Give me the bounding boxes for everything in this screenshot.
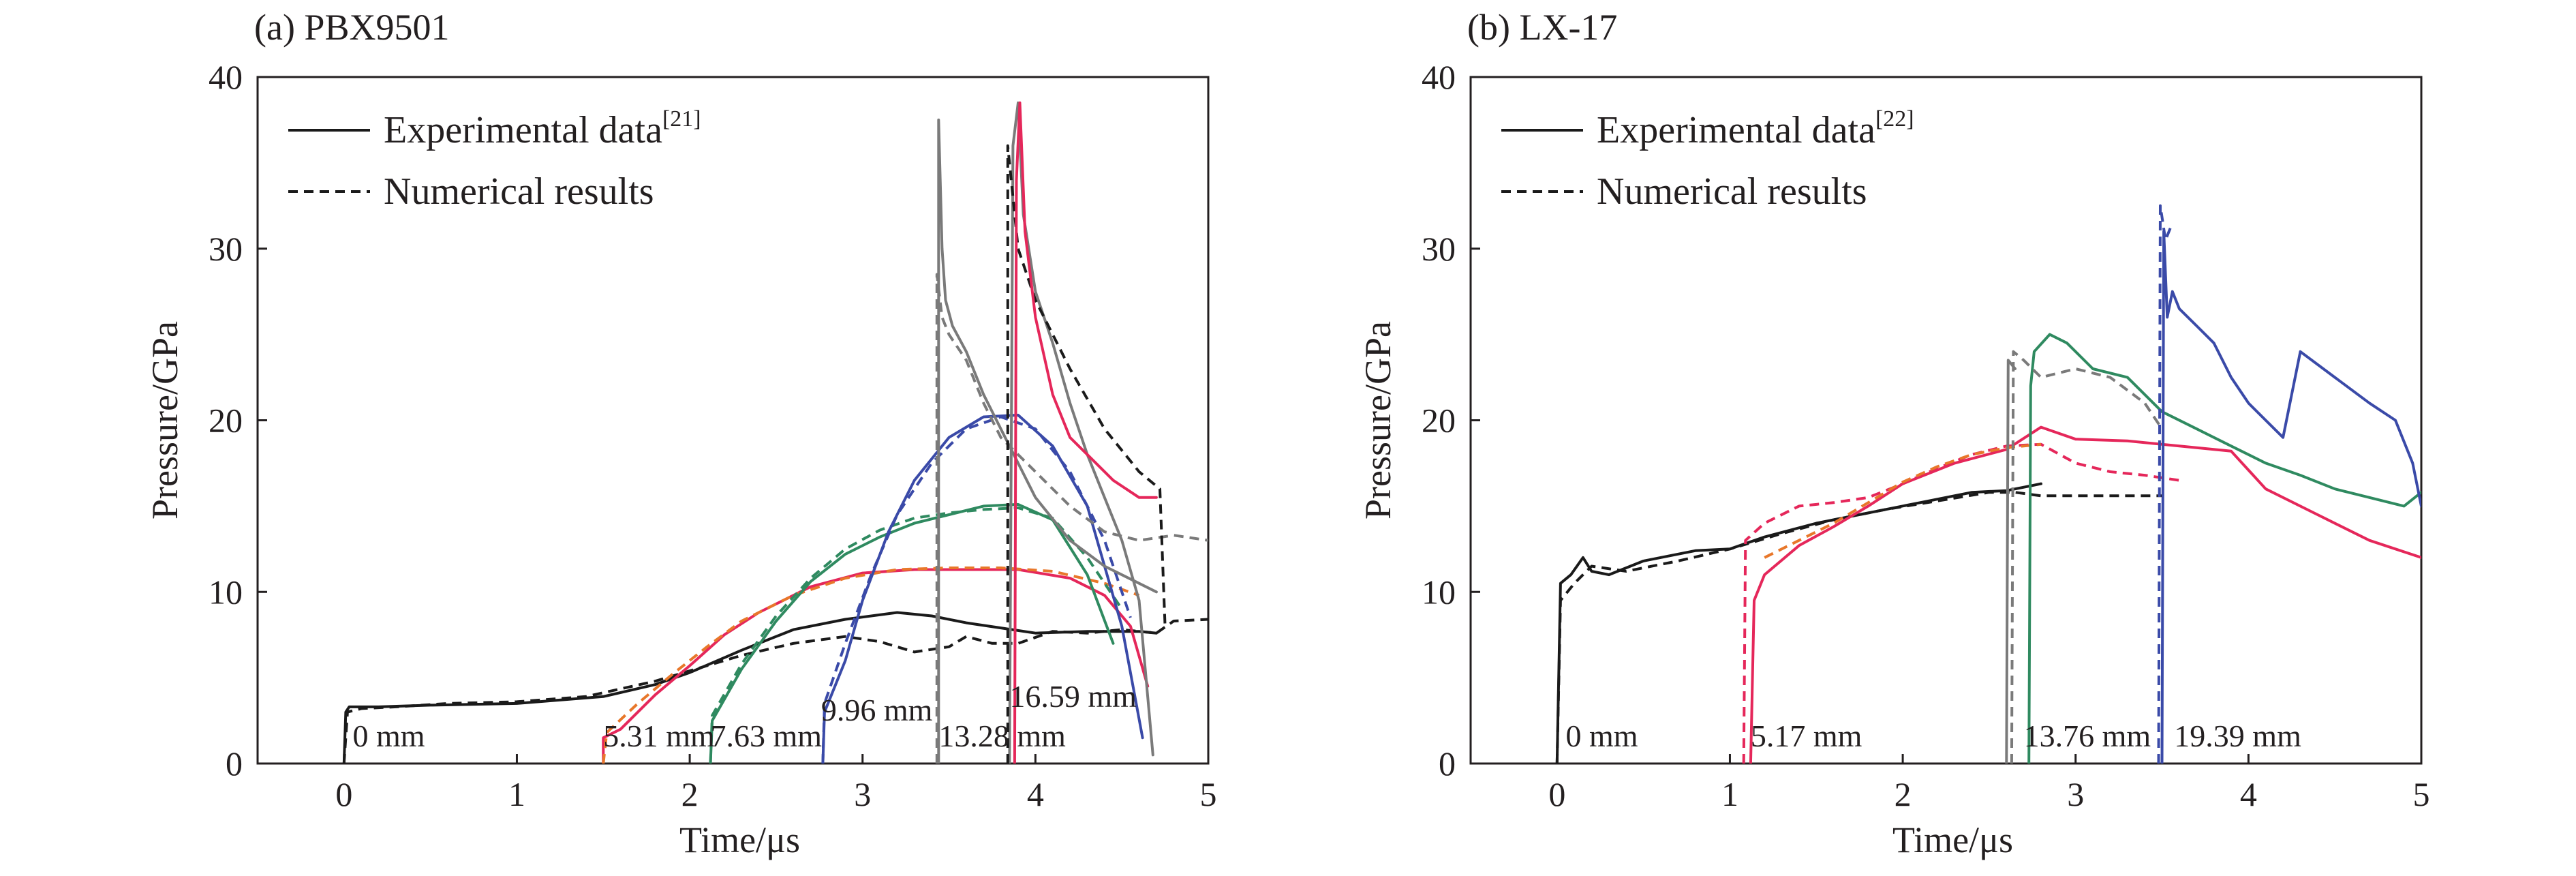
legend-label: Numerical results bbox=[1597, 170, 1867, 213]
series-group bbox=[342, 101, 1208, 764]
legend: Experimental data[21] Numerical results bbox=[288, 106, 701, 213]
legend: Experimental data[22] Numerical results bbox=[1501, 106, 1914, 213]
y-tick-label: 0 bbox=[226, 744, 243, 783]
y-axis-label: Pressure/GPa bbox=[144, 321, 185, 519]
series-line-solid-gray bbox=[1008, 101, 1154, 764]
legend-label-text: Experimental data bbox=[384, 109, 662, 151]
series-line-solid-red bbox=[1749, 425, 2421, 764]
x-tick-label: 0 bbox=[1548, 775, 1565, 813]
chart-panel-2: (b) LX-17 0 1 2 3 4 5 0 10 20 30 40 Time/μs Pressure/… bbox=[1358, 7, 2430, 860]
y-tick-label: 30 bbox=[1422, 230, 1456, 268]
x-tick-label: 1 bbox=[1721, 775, 1738, 813]
series-line-dashed-blue bbox=[821, 415, 1132, 764]
x-tick-label: 1 bbox=[508, 775, 525, 813]
x-axis-label: Time/μs bbox=[679, 819, 800, 860]
legend-label: Experimental data[21] bbox=[384, 106, 701, 151]
x-tick-label: 4 bbox=[2240, 775, 2257, 813]
distance-label: 19.39 mm bbox=[2174, 719, 2301, 753]
chart-panel-1: (a) PBX9501 0 1 2 3 4 5 0 10 20 30 40 Time/μs Pressur… bbox=[144, 7, 1217, 860]
x-tick-label: 3 bbox=[854, 775, 871, 813]
series-line-dashed-black bbox=[342, 618, 1208, 764]
distance-label: 0 mm bbox=[1566, 719, 1638, 753]
panel-title: (b) LX-17 bbox=[1467, 7, 1617, 48]
distance-label: 13.76 mm bbox=[2024, 719, 2151, 753]
distance-label: 7.63 mm bbox=[711, 719, 823, 753]
series-line-dashed-orange bbox=[602, 567, 1140, 764]
y-tick-label: 10 bbox=[1422, 573, 1456, 611]
x-tick-label: 0 bbox=[335, 775, 352, 813]
y-tick-label: 0 bbox=[1439, 744, 1456, 783]
distance-label: 13.28 mm bbox=[938, 719, 1066, 753]
series-line-dashed-gray bbox=[2010, 350, 2164, 764]
series-line-solid-blue bbox=[2160, 230, 2421, 764]
series-line-dashed-gray bbox=[935, 273, 1208, 764]
x-tick-label: 5 bbox=[2413, 775, 2430, 813]
x-tick-label: 2 bbox=[1895, 775, 1912, 813]
y-tick-label: 40 bbox=[1422, 58, 1456, 96]
y-tick-label: 30 bbox=[209, 230, 243, 268]
y-tick-label: 20 bbox=[209, 402, 243, 440]
distance-label: 9.96 mm bbox=[821, 693, 933, 727]
series-line-dashed-black bbox=[1555, 491, 2162, 764]
series-line-dashed-red bbox=[1742, 442, 2180, 764]
series-line-dashed-orange bbox=[1764, 442, 2042, 559]
series-line-solid-gray bbox=[937, 118, 1158, 764]
legend-label-text: Numerical results bbox=[384, 170, 654, 213]
distance-label: 0 mm bbox=[353, 719, 425, 753]
legend-label-citation: [22] bbox=[1875, 106, 1914, 132]
series-line-dashed-black bbox=[1006, 144, 1167, 764]
y-tick-label: 10 bbox=[209, 573, 243, 611]
legend-label: Experimental data[22] bbox=[1597, 106, 1914, 151]
series-line-solid-red bbox=[1013, 101, 1158, 764]
x-tick-label: 2 bbox=[681, 775, 699, 813]
series-line-solid-green bbox=[2027, 333, 2421, 764]
distance-label: 5.17 mm bbox=[1751, 719, 1862, 753]
series-group bbox=[1555, 204, 2421, 764]
panel-title: (a) PBX9501 bbox=[254, 7, 449, 48]
legend-label-text: Numerical results bbox=[1597, 170, 1867, 213]
series-line-dashed-green bbox=[709, 506, 1123, 764]
legend-label-text: Experimental data bbox=[1597, 109, 1875, 151]
x-tick-label: 5 bbox=[1200, 775, 1217, 813]
x-tick-label: 3 bbox=[2067, 775, 2084, 813]
distance-label: 16.59 mm bbox=[1009, 679, 1137, 714]
distance-label: 5.31 mm bbox=[603, 719, 715, 753]
y-tick-label: 20 bbox=[1422, 402, 1456, 440]
series-line-solid-black bbox=[342, 611, 1158, 764]
series-line-solid-gray bbox=[2005, 359, 2017, 764]
legend-label-citation: [21] bbox=[662, 106, 701, 132]
series-line-dashed-blue bbox=[2157, 204, 2174, 764]
y-tick-label: 40 bbox=[209, 58, 243, 96]
y-axis-label: Pressure/GPa bbox=[1358, 321, 1398, 519]
x-tick-label: 4 bbox=[1027, 775, 1044, 813]
x-axis-label: Time/μs bbox=[1892, 819, 2013, 860]
legend-label: Numerical results bbox=[384, 170, 654, 213]
series-line-solid-red bbox=[602, 568, 1150, 764]
